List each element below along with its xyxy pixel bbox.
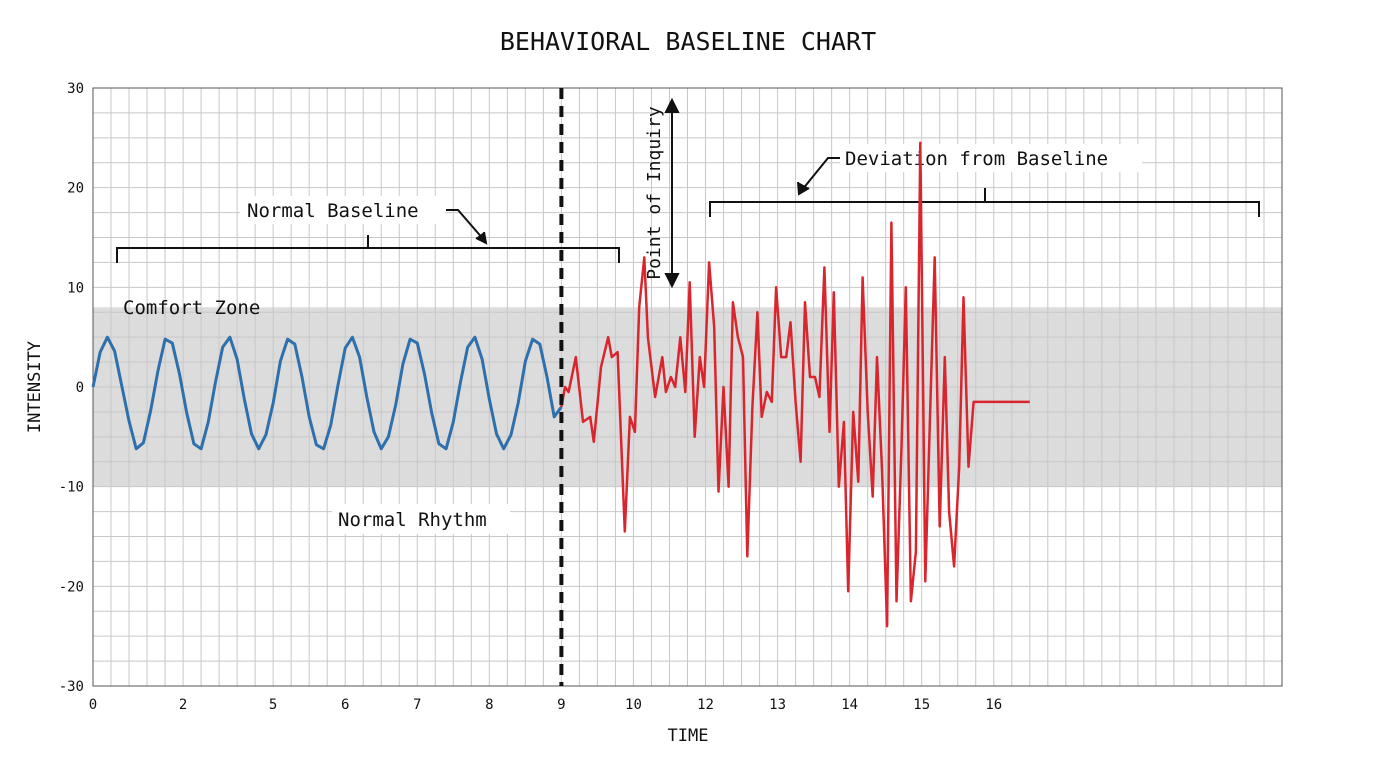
y-tick-label: 0	[76, 380, 84, 396]
x-tick-label: 6	[341, 697, 349, 713]
y-tick-labels: 30 20 10 0 -10 -20 -30	[59, 81, 84, 695]
x-tick-label: 12	[697, 697, 714, 713]
series-normal-rhythm-line	[91, 335, 563, 451]
series-deviation-line	[560, 141, 1030, 628]
x-tick-labels: 0 2 5 6 7 8 9 10 12 13 14 15 16	[89, 697, 1002, 713]
x-tick-label: 13	[769, 697, 786, 713]
comfort-zone-label: Comfort Zone	[123, 297, 260, 319]
x-axis-label: TIME	[668, 726, 709, 746]
chart-title: BEHAVIORAL BASELINE CHART	[500, 27, 876, 56]
x-tick-label: 15	[913, 697, 930, 713]
normal-rhythm-label: Normal Rhythm	[338, 509, 487, 531]
point-of-inquiry-arrow	[664, 97, 680, 289]
point-of-inquiry-label: Point of Inquiry	[644, 106, 665, 280]
normal-baseline-bracket	[116, 235, 620, 263]
y-tick-label: -10	[59, 480, 84, 496]
x-tick-label: 5	[269, 697, 277, 713]
normal-baseline-arrow	[446, 209, 488, 245]
y-tick-label: 20	[67, 181, 84, 197]
y-tick-label: 10	[67, 280, 84, 296]
y-tick-label: -20	[59, 579, 84, 595]
x-tick-label: 2	[179, 697, 187, 713]
x-tick-label: 8	[485, 697, 493, 713]
y-tick-label: 30	[67, 81, 84, 97]
deviation-bracket	[709, 188, 1260, 217]
x-tick-label: 0	[89, 697, 97, 713]
x-tick-label: 10	[625, 697, 642, 713]
x-tick-label: 14	[841, 697, 858, 713]
grid	[92, 87, 1283, 687]
x-tick-label: 9	[557, 697, 565, 713]
x-tick-label: 7	[413, 697, 421, 713]
y-axis-label: INTENSITY	[25, 341, 45, 433]
x-tick-label: 16	[985, 697, 1002, 713]
y-tick-label: -30	[59, 679, 84, 695]
deviation-label: Deviation from Baseline	[845, 148, 1108, 170]
deviation-arrow	[797, 157, 840, 196]
normal-baseline-label: Normal Baseline	[247, 200, 419, 222]
